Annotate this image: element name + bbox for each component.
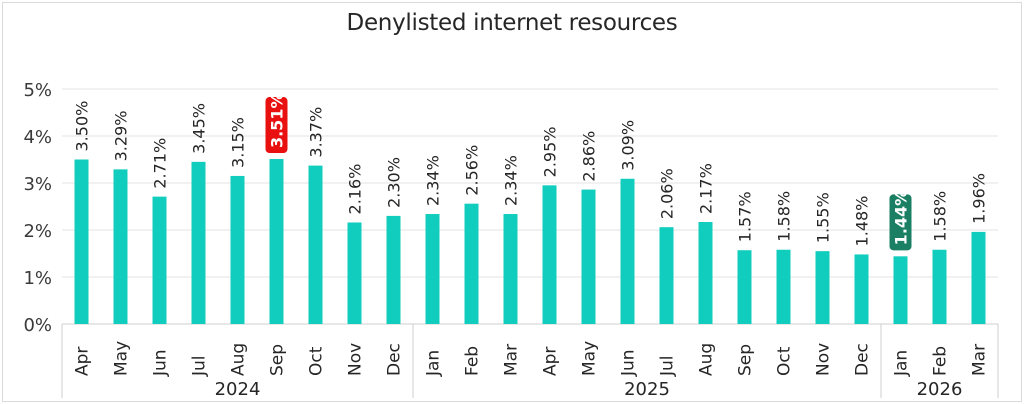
data-label: 3.29% <box>112 111 131 162</box>
data-label: 2.06% <box>658 168 677 219</box>
data-label: 1.57% <box>736 191 755 242</box>
x-tick-label: Jul <box>658 355 678 377</box>
x-tick-label: Jan <box>424 350 444 377</box>
bar <box>74 159 89 324</box>
bar <box>386 215 401 324</box>
x-tick-label: Dec <box>853 343 873 376</box>
bar <box>503 214 518 324</box>
data-label: 1.55% <box>814 192 833 243</box>
y-tick-label: 1% <box>23 268 52 289</box>
y-axis-tick-labels: 0% 1% 2% 3% 4% 5% <box>23 80 52 336</box>
x-tick-label: Mar <box>970 344 990 376</box>
bar <box>971 231 986 324</box>
bar <box>659 227 674 324</box>
bar <box>113 169 128 324</box>
bar <box>269 159 284 324</box>
x-axis: Apr May Jun Jul Aug Sep Oct Nov Dec Jan Feb Mar Apr M… <box>61 324 999 400</box>
bar <box>464 203 479 324</box>
x-tick-label: Mar <box>502 344 522 376</box>
data-label: 3.15% <box>229 117 248 168</box>
year-label: 2024 <box>215 379 261 400</box>
x-tick-label: Aug <box>697 343 717 376</box>
x-tick-label: Nov <box>346 343 366 376</box>
data-label: 3.37% <box>307 107 326 158</box>
data-label: 1.58% <box>775 191 794 242</box>
bar <box>815 251 830 324</box>
bar <box>854 254 869 324</box>
data-label: 3.45% <box>190 103 209 154</box>
bar <box>191 161 206 324</box>
bar <box>698 222 713 324</box>
grid-lines <box>62 88 998 325</box>
bar <box>737 250 752 324</box>
x-tick-label: Oct <box>307 346 327 376</box>
x-tick-label: Aug <box>229 343 249 376</box>
y-tick-label: 5% <box>23 80 52 101</box>
data-label: 2.17% <box>697 163 716 214</box>
y-tick-label: 0% <box>23 315 52 336</box>
x-tick-label: Nov <box>814 343 834 376</box>
data-label: 2.34% <box>424 155 443 206</box>
data-label: 1.58% <box>931 191 950 242</box>
bar <box>620 178 635 324</box>
year-label: 2025 <box>624 379 670 400</box>
data-label: 1.44% <box>892 190 911 246</box>
bar <box>932 249 947 324</box>
max-value-highlight <box>265 97 288 154</box>
data-label: 3.09% <box>619 120 638 171</box>
x-tick-label: Sep <box>268 344 288 376</box>
x-tick-label: Dec <box>385 343 405 376</box>
data-label: 2.34% <box>502 155 521 206</box>
min-value-highlight <box>889 194 912 251</box>
data-label: 2.16% <box>346 164 365 215</box>
y-tick-label: 3% <box>23 174 52 195</box>
y-tick-label: 2% <box>23 221 52 242</box>
chart-title: Denylisted internet resources <box>346 10 678 36</box>
x-tick-label: Apr <box>73 347 93 376</box>
bar <box>152 196 167 324</box>
data-label: 2.56% <box>463 145 482 196</box>
bar <box>308 165 323 324</box>
x-tick-label: Jan <box>892 350 912 377</box>
x-tick-label: Jun <box>151 349 171 377</box>
x-tick-label: May <box>580 341 600 376</box>
bar <box>542 185 557 324</box>
x-tick-label: Feb <box>463 346 483 376</box>
year-label: 2026 <box>917 379 963 400</box>
bar <box>776 249 791 324</box>
y-tick-label: 4% <box>23 127 52 148</box>
bars <box>74 159 986 324</box>
x-tick-label: Oct <box>775 346 795 376</box>
data-label: 1.48% <box>853 196 872 247</box>
data-label: 2.71% <box>151 138 170 189</box>
bar <box>425 214 440 324</box>
data-label: 2.30% <box>385 157 404 208</box>
bar <box>581 189 596 324</box>
data-label: 2.95% <box>541 127 560 178</box>
bar <box>893 256 908 324</box>
bar <box>347 222 362 324</box>
data-label: 3.50% <box>73 101 92 152</box>
data-labels: 3.50% 3.29% 2.71% 3.45% 3.15% 3.51% 3.37% 2.16%… <box>73 93 989 251</box>
data-label: 1.96% <box>970 173 989 224</box>
data-label: 2.86% <box>580 131 599 182</box>
x-tick-label: Jun <box>619 349 639 377</box>
data-label: 3.51% <box>268 93 287 149</box>
bar <box>230 175 245 324</box>
x-tick-label: Jul <box>190 355 210 377</box>
x-tick-label: Apr <box>541 347 561 376</box>
x-tick-label: Sep <box>736 344 756 376</box>
x-tick-label: Feb <box>931 346 951 376</box>
x-tick-label: May <box>112 341 132 376</box>
